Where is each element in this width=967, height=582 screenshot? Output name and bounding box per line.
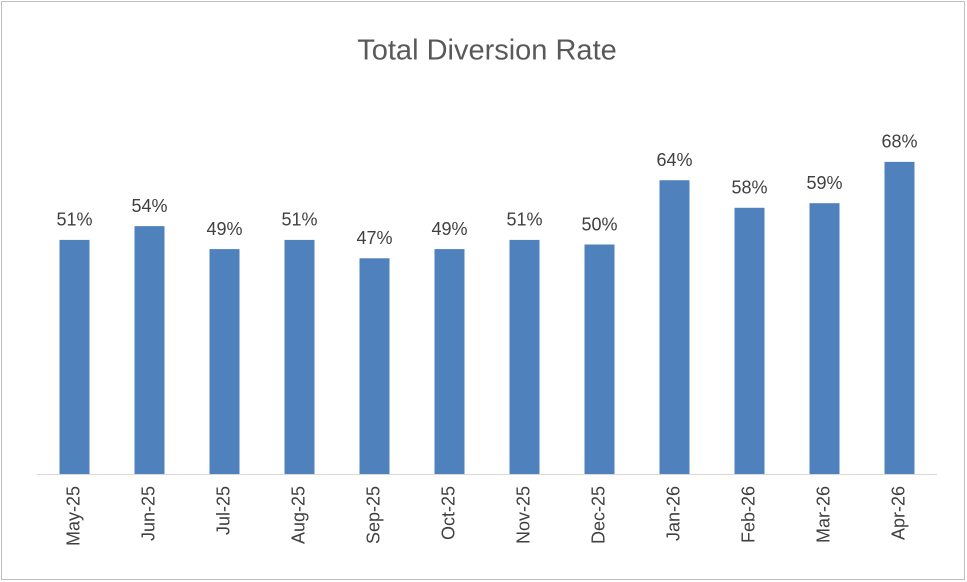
x-tick-label: May-25 [63, 486, 83, 546]
x-tick-label: Jan-26 [663, 486, 683, 541]
x-tick-label: Sep-25 [363, 486, 383, 544]
data-label: 59% [806, 173, 842, 193]
bar [809, 203, 840, 474]
data-label: 68% [881, 132, 917, 152]
data-label: 51% [506, 210, 542, 230]
x-tick-label: Jun-25 [138, 486, 158, 541]
data-label: 64% [656, 150, 692, 170]
data-label: 49% [206, 219, 242, 239]
bar [209, 249, 240, 474]
bar [659, 180, 690, 475]
chart-title: Total Diversion Rate [357, 35, 617, 67]
x-tick-label: Mar-26 [813, 486, 833, 543]
data-label: 58% [731, 178, 767, 198]
bar [284, 239, 315, 474]
x-tick-label: Nov-25 [513, 486, 533, 544]
x-tick-label: Oct-25 [438, 486, 458, 540]
bar [884, 161, 915, 474]
bar [509, 239, 540, 474]
bar [734, 207, 765, 474]
data-label: 47% [356, 228, 392, 248]
x-tick-label: Aug-25 [288, 486, 308, 544]
data-label: 51% [281, 210, 317, 230]
x-tick-label: Feb-26 [738, 486, 758, 543]
bar [59, 239, 90, 474]
bar [584, 244, 615, 474]
bar [434, 249, 465, 474]
x-tick-label: Dec-25 [588, 486, 608, 544]
x-tick-label: Jul-25 [213, 486, 233, 535]
x-tick-label: Apr-26 [888, 486, 908, 540]
bar [359, 258, 390, 474]
data-label: 54% [131, 196, 167, 216]
data-label: 51% [56, 210, 92, 230]
data-label: 50% [581, 214, 617, 234]
bar [134, 226, 165, 474]
data-label: 49% [431, 219, 467, 239]
